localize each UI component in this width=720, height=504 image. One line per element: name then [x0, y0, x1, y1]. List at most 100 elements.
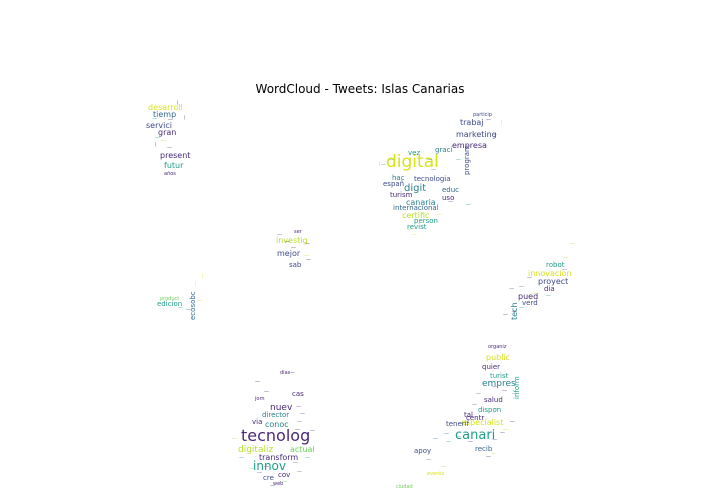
word-fragment: — — [509, 286, 514, 292]
word-present: present — [160, 151, 191, 160]
word-fragment: — — [264, 464, 269, 470]
word-fragment: — — [512, 391, 517, 397]
word-web: web — [273, 481, 284, 487]
word-fragment: — — [570, 241, 575, 247]
word-fragment: — — [503, 312, 508, 318]
word-quier: quier — [482, 363, 501, 371]
word-educ: educ — [442, 186, 460, 194]
word-ser: ser — [294, 229, 302, 235]
word-fragment: — — [255, 379, 260, 385]
word-fragment: — — [527, 275, 532, 281]
word-fragment: — — [291, 431, 296, 437]
word-verd: verd — [522, 299, 538, 307]
word-fragment: — — [249, 466, 254, 472]
word-fragment: — — [153, 142, 159, 147]
word-fragment: — — [277, 232, 282, 238]
word-fragment: — — [492, 437, 497, 443]
word-fragment: — — [448, 199, 453, 205]
word-fragment: — — [193, 281, 199, 286]
word-fragment: — — [389, 157, 394, 163]
word-internacional: internacional — [393, 204, 439, 212]
word-cas: cas — [292, 390, 304, 398]
word-fragment: — — [167, 145, 172, 151]
word-cre: cre — [263, 474, 274, 482]
word-fragment: — — [152, 116, 157, 122]
word-innov: innov — [253, 459, 286, 473]
word-fragment: — — [426, 457, 431, 463]
word-fragment: — — [285, 239, 290, 245]
word-fragment: — — [437, 212, 442, 218]
word-ecosobc: ecosobc — [189, 291, 197, 320]
word-fragment: — — [297, 419, 302, 425]
word-gran: gran — [158, 128, 177, 137]
word-graci: graci — [435, 146, 453, 154]
word-empresa: empresa — [452, 141, 487, 150]
word-fragment: — — [499, 120, 505, 125]
word-fragment: — — [468, 439, 473, 445]
word-revist: revist — [407, 223, 427, 231]
word-fragment: — — [155, 135, 160, 141]
word-cov: cov — [278, 471, 291, 479]
word-fragment: — — [441, 464, 446, 470]
word-fragment: — — [257, 470, 262, 476]
word-tecnologia: tecnologia — [414, 175, 451, 183]
word-tiemp: tiemp — [153, 110, 177, 119]
word-digitaliz: digitaliz — [238, 445, 274, 455]
word-actual: actual — [290, 445, 315, 454]
word-especialist: especialist — [461, 418, 504, 427]
word-fragment: — — [291, 245, 296, 251]
word-certific: certific — [402, 211, 430, 220]
word-innovacion: innovacion — [528, 269, 572, 278]
word-conoc: conoc — [265, 420, 289, 429]
word-fragment: — — [186, 307, 191, 313]
word-tenerif: tenerif — [446, 420, 470, 428]
word-digital: digital — [386, 152, 439, 172]
word-product: product — [160, 296, 180, 302]
word-fragment: — — [175, 100, 181, 105]
word-nuev: nuev — [270, 403, 293, 413]
word-futur: futur — [164, 161, 184, 170]
word-fragment: — — [407, 227, 412, 233]
word-fragment: — — [245, 438, 250, 444]
word-fragment: — — [500, 430, 505, 436]
word-fragment: — — [305, 455, 310, 461]
word-fragment: — — [310, 428, 315, 434]
word-fragment: — — [282, 479, 287, 485]
word-fragment: — — [178, 305, 183, 311]
word-fragment: — — [512, 309, 517, 315]
word-fragment: — — [304, 253, 309, 259]
word-fragment: — — [563, 255, 568, 261]
word-fragment: — — [444, 431, 449, 437]
word-ciudad: ciudad — [396, 484, 413, 490]
word-fragment: — — [466, 202, 471, 208]
word-fragment: — — [306, 257, 311, 263]
word-fragment: — — [546, 293, 551, 299]
word-fragment: — — [270, 483, 275, 489]
word-fragment: — — [427, 157, 432, 163]
word-organiz: organiz — [488, 344, 507, 350]
word-fragment: — — [290, 370, 295, 376]
chart-title: WordCloud - Tweets: Islas Canarias — [255, 82, 465, 96]
word-fragment: — — [456, 434, 461, 440]
word-fragment: — — [431, 167, 436, 173]
word-fragment: — — [492, 132, 497, 138]
word-fragment: — — [503, 427, 508, 433]
word-fragment: — — [491, 451, 496, 457]
word-fragment: — — [519, 305, 524, 311]
word-evento: evento — [427, 471, 445, 477]
word-fragment: — — [300, 411, 305, 417]
word-fragment: — — [492, 384, 497, 390]
word-edicion: edicion — [157, 300, 183, 308]
word-canaria: canaria — [406, 198, 436, 207]
word-desarroll: desarroll — [148, 103, 183, 112]
word-fragment: — — [264, 389, 269, 395]
word-digit: digit — [404, 183, 427, 194]
word-turism: turism — [390, 191, 413, 199]
word-años: años — [164, 171, 176, 177]
word-fragment: — — [486, 454, 491, 460]
word-fragment: — — [305, 241, 310, 247]
word-public: public — [486, 353, 511, 362]
word-fragment: — — [295, 427, 300, 433]
word-españ: españ — [383, 180, 405, 188]
